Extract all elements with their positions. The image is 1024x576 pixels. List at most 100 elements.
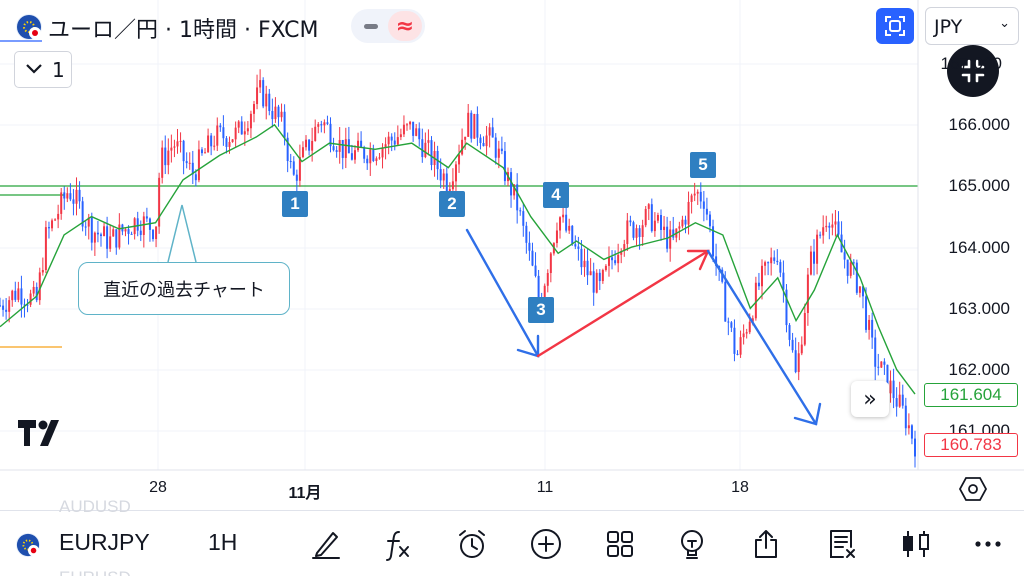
candle-body	[301, 147, 304, 158]
wave-marker-2: 2	[439, 191, 465, 217]
candle-body	[54, 219, 57, 221]
candle-body	[194, 174, 197, 181]
candle-body	[681, 219, 684, 227]
candle-body	[650, 204, 653, 232]
candle-body	[776, 260, 779, 263]
candle-body	[271, 110, 274, 120]
candle-body	[660, 214, 663, 230]
candle-body	[139, 230, 142, 235]
wave-icon[interactable]: ≈	[388, 11, 422, 41]
candle-body	[770, 257, 773, 264]
exit-fullscreen-button[interactable]	[947, 45, 999, 97]
candle-body	[204, 152, 207, 154]
candle-body	[130, 233, 133, 235]
candle-body	[23, 304, 26, 306]
candle-body	[898, 394, 901, 407]
candle-body	[93, 232, 96, 243]
chart-title[interactable]: ユーロ／円 · 1時間 · FXCM	[48, 18, 319, 43]
chart-type-icon[interactable]	[896, 524, 936, 564]
candle-body	[892, 380, 895, 399]
layout-icon[interactable]	[600, 524, 640, 564]
candle-body	[464, 136, 467, 140]
candle-body	[305, 139, 308, 148]
candle-body	[246, 128, 249, 132]
ghost-symbol-above: AUDUSD	[59, 497, 131, 516]
candle-body	[488, 127, 491, 136]
candle-body	[871, 319, 874, 338]
wave-marker-3: 3	[528, 297, 554, 323]
candle-body	[451, 181, 454, 190]
candle-body	[525, 225, 528, 243]
candle-body	[779, 262, 782, 273]
add-icon[interactable]	[526, 524, 566, 564]
more-icon[interactable]	[968, 524, 1008, 564]
candle-body	[565, 214, 568, 231]
candle-body	[298, 157, 301, 181]
candle-body	[317, 124, 320, 127]
candle-body	[234, 127, 237, 140]
interval-dropdown[interactable]: 1	[14, 51, 72, 88]
candle-body	[537, 275, 540, 298]
candle-body	[914, 438, 916, 457]
candle-body	[289, 161, 292, 163]
indicators-icon[interactable]	[378, 524, 418, 564]
ghost-symbol-below: EURUSD	[59, 568, 131, 576]
candle-body	[712, 226, 715, 257]
candle-body	[757, 282, 760, 287]
scroll-to-realtime-button[interactable]: »	[851, 381, 889, 417]
candle-body	[393, 140, 396, 145]
candle-body	[418, 128, 421, 140]
candle-body	[109, 236, 112, 249]
draw-icon[interactable]	[306, 524, 346, 564]
candle-body	[724, 281, 727, 322]
candle-body	[384, 144, 387, 148]
wave-marker-4: 4	[543, 182, 569, 208]
interval-button[interactable]: 1H	[208, 529, 238, 555]
candle-body	[497, 148, 500, 158]
fullscreen-button[interactable]	[876, 8, 914, 44]
candle-body	[106, 226, 109, 249]
price-chart[interactable]	[0, 0, 1024, 510]
candle-body	[901, 394, 904, 406]
candle-body	[727, 321, 730, 323]
candle-body	[8, 300, 11, 312]
candle-body	[311, 140, 314, 151]
candle-body	[409, 121, 412, 125]
candle-body	[72, 199, 75, 204]
candle-body	[14, 290, 17, 300]
currency-select[interactable]: JPY ⌄	[925, 7, 1019, 45]
candle-body	[491, 127, 494, 138]
chart-settings-icon[interactable]	[958, 475, 988, 503]
candle-body	[372, 149, 375, 161]
candle-body	[78, 189, 81, 202]
minus-icon[interactable]	[356, 12, 386, 40]
candle-body	[249, 113, 252, 129]
candle-body	[243, 131, 246, 135]
alert-icon[interactable]	[452, 524, 492, 564]
tradingview-logo-icon[interactable]	[18, 420, 66, 446]
candle-body	[320, 124, 323, 126]
candle-body	[849, 262, 852, 276]
candle-body	[858, 286, 861, 293]
candle-body	[583, 260, 586, 268]
candle-body	[653, 220, 656, 232]
candle-body	[344, 139, 347, 158]
bottom-toolbar: AUDUSD EURUSD EURJPY 1H	[0, 497, 1024, 576]
candle-body	[412, 121, 415, 136]
candle-body	[895, 398, 898, 407]
candle-body	[369, 149, 372, 164]
candle-body	[118, 224, 121, 248]
symbol-search-button[interactable]: EURJPY	[59, 529, 150, 555]
candle-body	[672, 229, 675, 238]
candle-body	[678, 226, 681, 229]
candle-body	[607, 257, 610, 266]
candle-body	[63, 192, 66, 199]
candle-body	[360, 140, 363, 148]
candle-body	[623, 244, 626, 252]
past-chart-callout: 直近の過去チャート	[78, 262, 290, 315]
ideas-icon[interactable]	[672, 524, 712, 564]
news-icon[interactable]	[822, 524, 862, 564]
candle-body	[41, 270, 44, 273]
share-icon[interactable]	[746, 524, 786, 564]
candle-body	[503, 151, 506, 182]
